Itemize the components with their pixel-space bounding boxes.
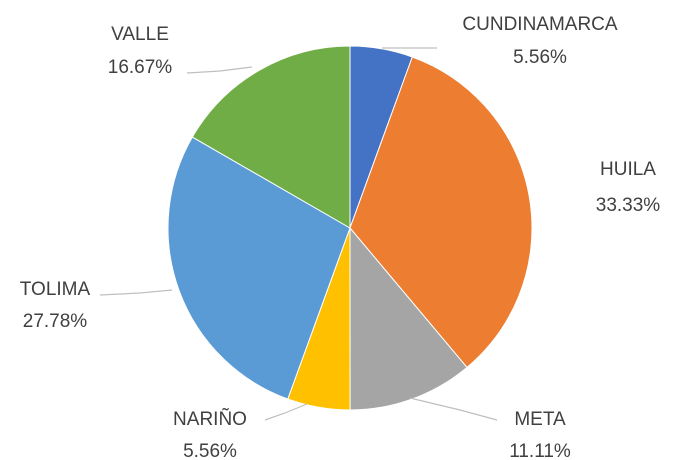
data-label-name: TOLIMA: [20, 279, 91, 300]
data-label-name: VALLE: [111, 24, 169, 45]
pie-slice: [191, 45, 351, 229]
data-label-name: NARIÑO: [173, 408, 247, 430]
leader-line: [409, 397, 498, 421]
data-label-value: 5.56%: [513, 47, 567, 68]
leader-line: [264, 403, 308, 421]
leader-line: [186, 66, 253, 74]
data-label-value: 11.11%: [509, 441, 571, 460]
data-label-name: META: [514, 409, 566, 430]
data-label-value: 5.56%: [183, 441, 237, 460]
data-label-value: 16.67%: [108, 57, 173, 78]
data-label-value: 27.78%: [23, 311, 88, 332]
leader-line: [99, 289, 173, 296]
pie-slice: [167, 136, 351, 400]
data-label-name: HUILA: [600, 159, 656, 180]
data-label-name: CUNDINAMARCA: [462, 14, 618, 35]
pie-slice: [349, 56, 533, 369]
data-label-value: 33.33%: [596, 195, 661, 216]
